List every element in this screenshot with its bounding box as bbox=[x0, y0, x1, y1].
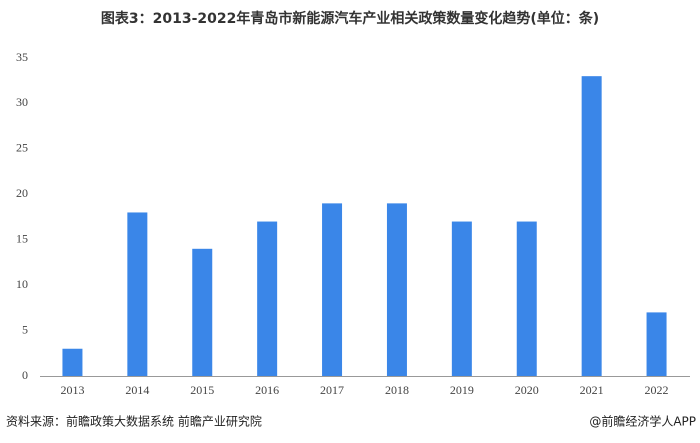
y-tick-label: 20 bbox=[16, 186, 28, 200]
x-tick-label: 2020 bbox=[515, 383, 539, 397]
x-tick-label: 2017 bbox=[320, 383, 344, 397]
credit: @前瞻经济学人APP bbox=[589, 414, 696, 429]
bar bbox=[386, 203, 407, 376]
x-tick-label: 2016 bbox=[255, 383, 279, 397]
y-tick-label: 5 bbox=[22, 322, 28, 336]
bar bbox=[257, 221, 278, 376]
y-tick-label: 30 bbox=[16, 95, 28, 109]
bar bbox=[62, 348, 83, 376]
bar bbox=[581, 76, 602, 377]
bar bbox=[322, 203, 343, 376]
x-tick-label: 2022 bbox=[645, 383, 669, 397]
x-tick-label: 2013 bbox=[60, 383, 84, 397]
y-tick-label: 15 bbox=[16, 231, 28, 245]
y-tick-label: 10 bbox=[16, 277, 28, 291]
chart-title: 图表3：2013-2022年青岛市新能源汽车产业相关政策数量变化趋势(单位：条) bbox=[101, 10, 599, 27]
x-tick-label: 2021 bbox=[580, 383, 604, 397]
bar bbox=[646, 312, 667, 376]
bar bbox=[127, 212, 148, 376]
bar bbox=[451, 221, 472, 376]
y-tick-label: 25 bbox=[16, 141, 28, 155]
y-tick-label: 0 bbox=[22, 368, 28, 382]
x-tick-label: 2019 bbox=[450, 383, 474, 397]
x-tick-label: 2018 bbox=[385, 383, 409, 397]
x-tick-label: 2015 bbox=[190, 383, 214, 397]
bar bbox=[516, 221, 537, 376]
y-tick-label: 35 bbox=[16, 50, 28, 64]
bar bbox=[192, 248, 213, 376]
source-note: 资料来源：前瞻政策大数据系统 前瞻产业研究院 bbox=[6, 414, 262, 429]
x-tick-label: 2014 bbox=[125, 383, 149, 397]
